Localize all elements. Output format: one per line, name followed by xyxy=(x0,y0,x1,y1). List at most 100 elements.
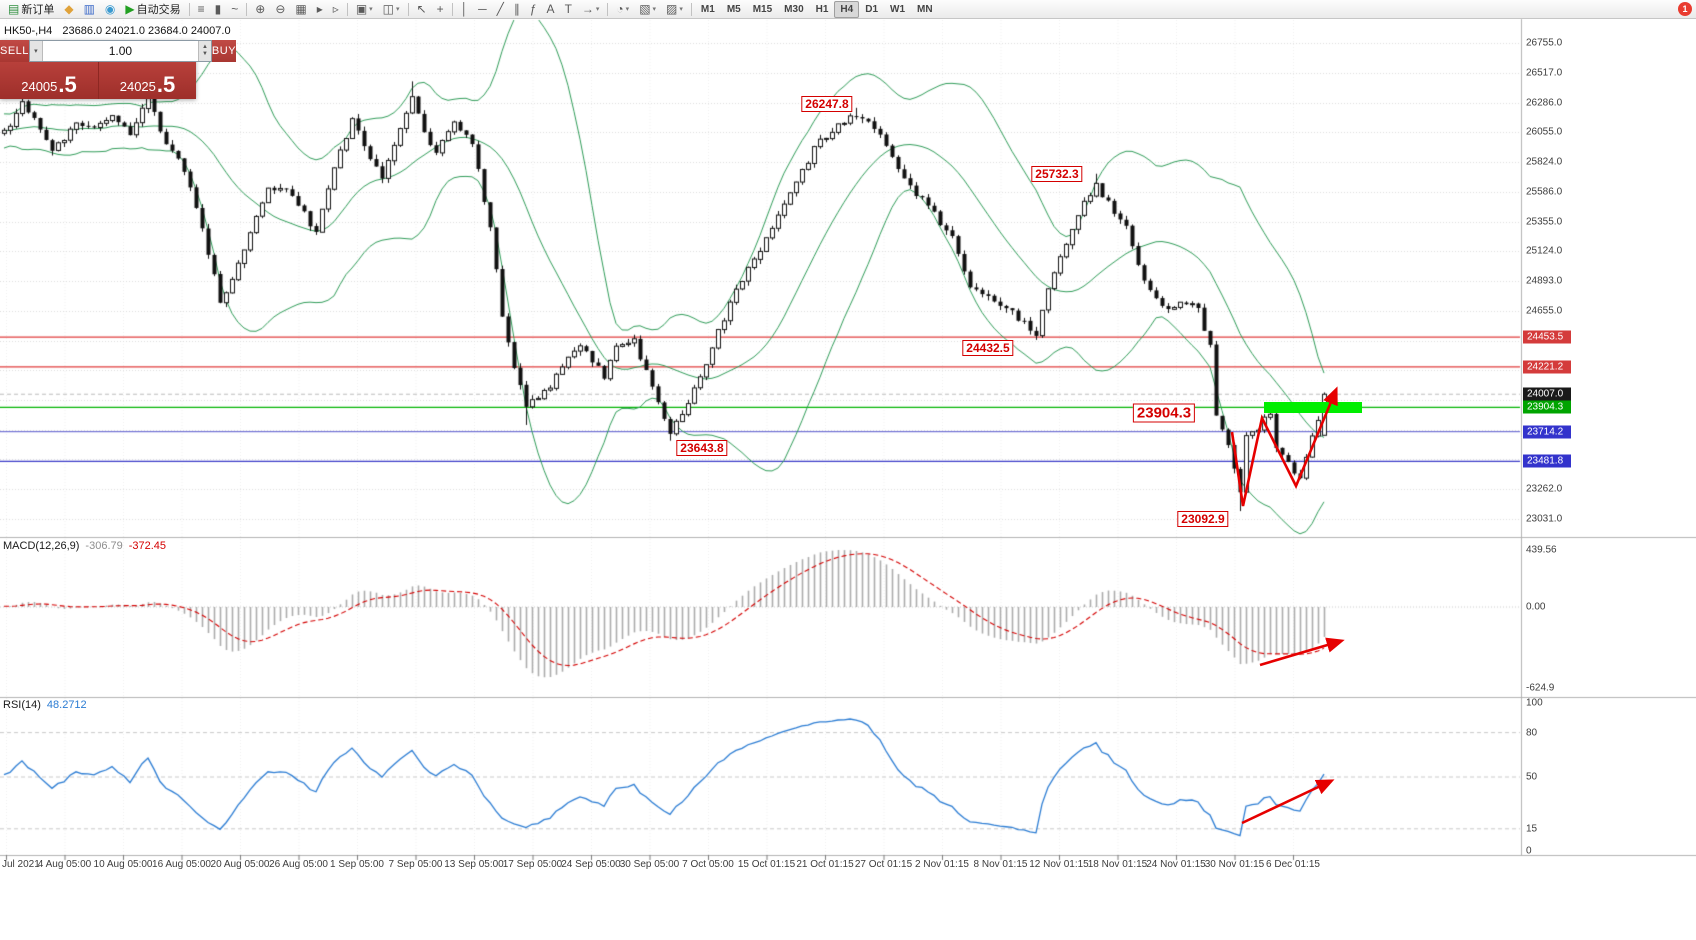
zoom-out-button[interactable]: ⊖ xyxy=(270,1,290,18)
price-axis-label: 26755.0 xyxy=(1526,37,1563,49)
sell-button[interactable]: SELL xyxy=(0,40,29,62)
chart-ohlc-title: HK50-,H4 23686.0 24021.0 23684.0 24007.0 xyxy=(4,25,231,37)
dropdown-caret-icon: ▾ xyxy=(396,6,400,13)
time-axis-label: 8 Nov 01:15 xyxy=(973,859,1028,870)
price-axis-line-label: 23481.8 xyxy=(1523,454,1571,468)
templates-button[interactable]: ▨ ▾ xyxy=(661,1,688,18)
line-chart-button[interactable]: ~ xyxy=(226,1,243,18)
timeframe-d1-button[interactable]: D1 xyxy=(865,3,879,15)
timeframe-m5-button[interactable]: M5 xyxy=(726,3,741,15)
timeframe-mn-button[interactable]: MN xyxy=(917,3,933,15)
spin-down-icon[interactable]: ▼ xyxy=(201,51,208,57)
time-axis-label: 16 Aug 05:00 xyxy=(152,859,211,870)
volume-input[interactable] xyxy=(42,41,198,61)
buy-price-main: 24025 xyxy=(119,79,156,95)
rsi-value: 48.2712 xyxy=(46,699,87,711)
tile-windows-button[interactable]: ▦ xyxy=(290,1,311,18)
tile-windows-icon: ▦ xyxy=(295,2,307,16)
line-chart-icon: ~ xyxy=(231,2,239,16)
timeframe-m30-button[interactable]: M30 xyxy=(784,3,804,15)
macd-axis-label: 0.00 xyxy=(1526,601,1546,613)
dropdown-caret-icon: ▾ xyxy=(652,6,657,13)
price-annotation[interactable]: 26247.8 xyxy=(801,96,853,112)
cursor-button[interactable]: ↖ xyxy=(412,1,432,18)
time-axis-label: 30 Nov 01:15 xyxy=(1204,859,1265,870)
periods-button[interactable]: ▧ ▾ xyxy=(634,1,661,18)
new-chart-button[interactable]: ▣ ▾ xyxy=(351,1,378,18)
price-annotation[interactable]: 23904.3 xyxy=(1132,403,1196,423)
vertical-line-button[interactable]: │ xyxy=(456,1,474,18)
timeframe-w1-button[interactable]: W1 xyxy=(890,3,906,15)
buy-price[interactable]: 24025.5 xyxy=(98,62,196,99)
bar-chart-icon: ≡ xyxy=(197,2,205,16)
macd-axis-label: -624.9 xyxy=(1526,682,1555,694)
spin-up-icon[interactable]: ▲ xyxy=(201,44,208,51)
metatrader-home-icon: ◆ xyxy=(64,2,74,16)
toolbar-separator xyxy=(407,2,409,16)
toolbar-separator xyxy=(346,2,348,16)
data-window-button[interactable]: ◉ xyxy=(100,1,120,18)
horizontal-line-button[interactable]: ─ xyxy=(473,1,492,18)
auto-scroll-icon: ▸ xyxy=(316,2,323,16)
candlestick-chart-button[interactable]: ▮ xyxy=(210,1,227,18)
new-order-button[interactable]: ▤ 新订单 xyxy=(3,1,59,18)
price-axis-line-label: 23904.3 xyxy=(1523,400,1571,414)
buy-button[interactable]: BUY xyxy=(211,40,237,62)
timeframe-m15-button[interactable]: M15 xyxy=(752,3,773,15)
equidistant-channel-button[interactable]: ∥ xyxy=(509,1,525,18)
text-button[interactable]: A xyxy=(542,1,560,18)
notification-badge[interactable]: 1 xyxy=(1678,2,1692,16)
price-annotation[interactable]: 25732.3 xyxy=(1031,166,1083,182)
rsi-indicator-label: RSI(14) 48.2712 xyxy=(3,699,87,711)
zoom-in-button[interactable]: ⊕ xyxy=(250,1,270,18)
text-label-button[interactable]: T xyxy=(560,1,577,18)
chart-shift-button[interactable]: ▹ xyxy=(328,1,344,18)
sell-price[interactable]: 24005.5 xyxy=(0,62,98,99)
price-annotation[interactable]: 23092.9 xyxy=(1177,511,1229,527)
toolbar-separator xyxy=(188,2,190,16)
indicators-button[interactable]: ◔ ▾ xyxy=(611,1,634,18)
autotrading-icon: ▶ xyxy=(125,2,135,16)
macd-title: MACD(12,26,9) xyxy=(3,540,80,552)
volume-dropdown-caret-icon[interactable]: ▾ xyxy=(29,41,43,61)
price-axis-label: 25124.0 xyxy=(1526,245,1563,257)
new-order-label: 新订单 xyxy=(21,4,55,16)
timeframe-h4-button[interactable]: H4 xyxy=(834,0,860,18)
price-annotation[interactable]: 24432.5 xyxy=(962,340,1014,356)
horizontal-line-icon: ─ xyxy=(478,2,487,16)
rsi-axis-label: 80 xyxy=(1526,727,1538,739)
periods-icon: ▧ xyxy=(639,2,651,16)
timeframe-h1-button[interactable]: H1 xyxy=(815,3,829,15)
autotrading-button[interactable]: ▶ 自动交易 xyxy=(120,1,185,18)
bar-chart-button[interactable]: ≡ xyxy=(193,1,210,18)
new-order-icon: ▤ xyxy=(8,2,20,16)
toolbar-separator xyxy=(451,2,453,16)
auto-scroll-button[interactable]: ▸ xyxy=(312,1,328,18)
crosshair-button[interactable]: + xyxy=(432,1,449,18)
time-axis-label: 10 Aug 05:00 xyxy=(93,859,153,870)
timeframe-m1-button[interactable]: M1 xyxy=(700,3,715,15)
price-annotation[interactable]: 23643.8 xyxy=(676,440,728,456)
rsi-title: RSI(14) xyxy=(3,699,41,711)
metatrader-home-button[interactable]: ◆ xyxy=(59,1,78,18)
time-axis-label: 13 Sep 05:00 xyxy=(444,859,504,870)
zoom-out-icon: ⊖ xyxy=(275,2,286,16)
profiles-button[interactable]: ◫ ▾ xyxy=(378,1,405,18)
price-axis-label: 24655.0 xyxy=(1526,305,1563,317)
price-axis-label: 23262.0 xyxy=(1526,483,1563,495)
price-axis-label: 25355.0 xyxy=(1526,216,1563,228)
volume-spinner[interactable]: ▲ ▼ xyxy=(197,41,211,61)
rsi-axis-label: 15 xyxy=(1526,823,1538,835)
fibonacci-retracement-button[interactable]: ƒ xyxy=(525,1,542,18)
indicators-icon: ◔ xyxy=(616,2,624,16)
time-axis-label: 2 Nov 01:15 xyxy=(915,859,969,870)
market-watch-button[interactable]: ▥ xyxy=(79,1,100,18)
arrow-objects-button[interactable]: → ▾ xyxy=(577,1,605,18)
time-axis-label: 15 Oct 01:15 xyxy=(737,859,796,870)
time-axis-label: 6 Dec 01:15 xyxy=(1266,859,1320,870)
time-axis-label: 30 Sep 05:00 xyxy=(619,859,680,870)
zoom-in-icon: ⊕ xyxy=(255,2,266,16)
trendline-button[interactable]: ╱ xyxy=(492,1,509,18)
crosshair-icon: + xyxy=(436,2,444,16)
